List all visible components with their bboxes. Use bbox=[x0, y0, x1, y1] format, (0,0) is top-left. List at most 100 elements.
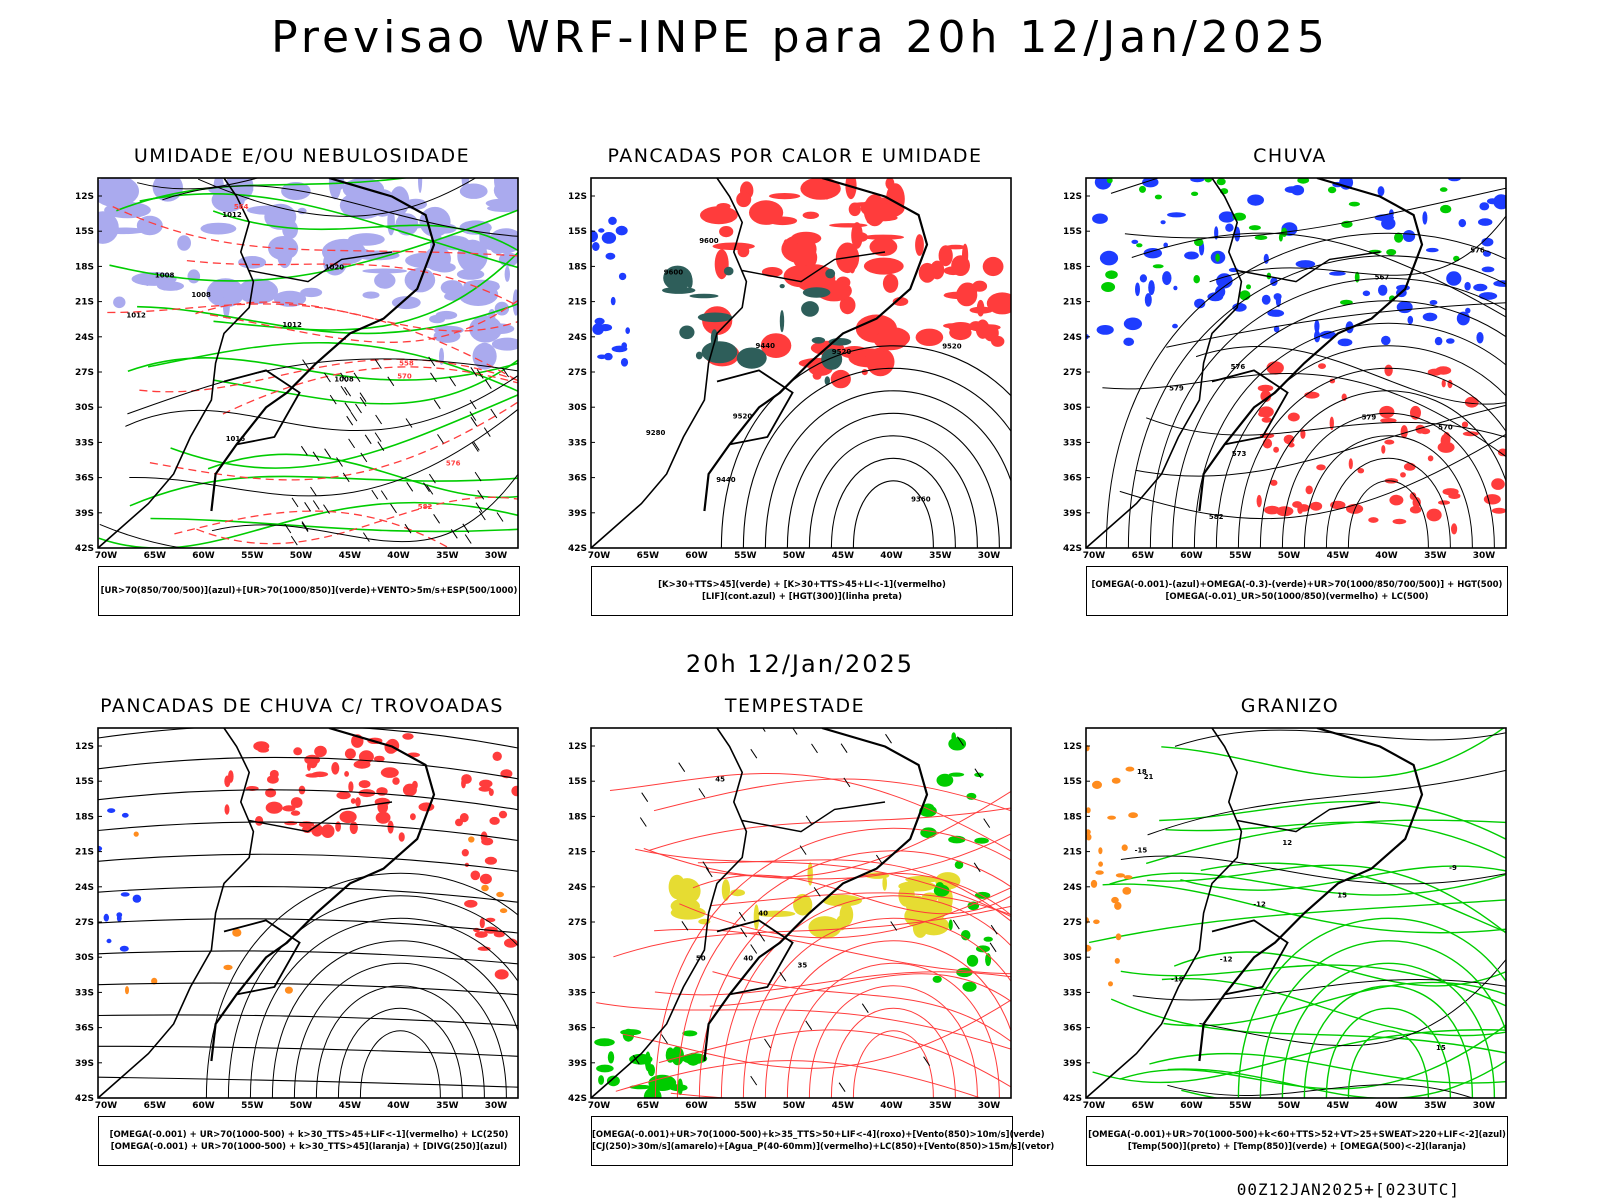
shade-blob bbox=[882, 273, 899, 293]
shade-blob bbox=[1184, 251, 1199, 260]
legend-line: [OMEGA(-0.001)-(azul)+OMEGA(-0.3)-(verde… bbox=[1091, 580, 1503, 590]
shade-blob bbox=[308, 756, 318, 769]
uruguay-border bbox=[223, 919, 301, 996]
lon-tick-label: 35W bbox=[929, 1101, 952, 1111]
shade-blob bbox=[1348, 201, 1360, 207]
shade-blob bbox=[113, 296, 126, 309]
contour-label: 573 bbox=[1232, 450, 1247, 458]
shade-blob bbox=[429, 223, 457, 234]
wind-vector bbox=[750, 748, 758, 759]
wind-vector bbox=[426, 485, 434, 495]
shade-blob bbox=[760, 333, 792, 358]
contour-line bbox=[1325, 1007, 1452, 1098]
shade-blob bbox=[1348, 458, 1353, 470]
shade-blob bbox=[1144, 293, 1152, 307]
shade-blob bbox=[322, 238, 366, 265]
contour-line bbox=[1325, 457, 1451, 548]
contour-line bbox=[359, 1030, 441, 1098]
shade-blob bbox=[238, 256, 267, 269]
contour-label: 570 bbox=[1438, 423, 1453, 431]
contour-label: 1008 bbox=[334, 376, 354, 384]
contour-label: 9520 bbox=[942, 343, 962, 351]
shade-blob bbox=[1300, 429, 1306, 439]
shade-blob bbox=[598, 228, 605, 233]
shade-blob bbox=[1261, 294, 1271, 305]
shade-blob bbox=[224, 804, 230, 815]
wind-vector bbox=[374, 359, 382, 369]
wind-vector bbox=[470, 416, 478, 427]
wind-vector bbox=[469, 411, 477, 421]
contour-line bbox=[337, 1007, 463, 1098]
shade-blob bbox=[736, 347, 767, 369]
shade-blob bbox=[866, 218, 872, 224]
shade-blob bbox=[1362, 290, 1371, 297]
shade-blob bbox=[265, 801, 283, 814]
contour-line bbox=[712, 971, 1011, 1042]
shade-blob bbox=[1273, 293, 1282, 301]
shade-blob bbox=[1337, 338, 1353, 347]
shade-blob bbox=[1114, 901, 1122, 910]
shade-blob bbox=[232, 928, 242, 937]
country-border bbox=[1086, 178, 1243, 548]
shade-blob bbox=[1139, 274, 1147, 283]
lat-tick-label: 12S bbox=[75, 192, 94, 202]
contour-line bbox=[852, 1030, 934, 1098]
wind-vector bbox=[404, 523, 412, 534]
shade-blob bbox=[472, 342, 497, 370]
shade-blob bbox=[1115, 933, 1122, 941]
lat-tick-label: 36S bbox=[75, 474, 94, 484]
shade-blob bbox=[1266, 361, 1284, 375]
shade-blob bbox=[121, 812, 129, 818]
shade-blob bbox=[1381, 335, 1391, 346]
shade-blob bbox=[481, 837, 494, 846]
shade-blob bbox=[1420, 428, 1431, 435]
shade-blob bbox=[615, 225, 628, 236]
shade-blob bbox=[1173, 285, 1178, 291]
uruguay-border bbox=[716, 919, 794, 996]
shade-blob bbox=[1239, 290, 1251, 301]
shade-blob bbox=[165, 180, 180, 187]
shade-blob bbox=[439, 347, 444, 365]
shade-blob bbox=[935, 882, 945, 892]
shade-blob bbox=[1225, 223, 1234, 232]
lon-tick-label: 60W bbox=[685, 1101, 708, 1111]
wind-vector bbox=[284, 523, 292, 534]
wind-vector bbox=[336, 457, 343, 467]
wind-vector bbox=[290, 535, 298, 546]
lon-tick-label: 50W bbox=[783, 551, 806, 561]
lat-tick-label: 30S bbox=[568, 403, 587, 413]
shade-blob bbox=[1403, 462, 1416, 471]
shade-blob bbox=[392, 777, 400, 785]
wind-vector bbox=[430, 372, 437, 383]
shade-blob bbox=[1125, 318, 1130, 328]
shade-blob bbox=[98, 211, 119, 244]
contour-label: -9 bbox=[1449, 864, 1457, 872]
contour-label: 579 bbox=[1362, 414, 1377, 422]
shade-blob bbox=[1258, 411, 1267, 417]
shade-blob bbox=[331, 762, 340, 775]
contour-line bbox=[654, 828, 1011, 1098]
shade-blob bbox=[349, 821, 358, 835]
shade-blob bbox=[119, 945, 129, 952]
lon-tick-label: 40W bbox=[880, 1101, 903, 1111]
shade-blob bbox=[948, 919, 953, 931]
shade-blob bbox=[755, 910, 796, 917]
contour-line bbox=[698, 872, 1011, 1098]
shade-blob bbox=[625, 327, 630, 334]
contour-label: 9440 bbox=[756, 342, 776, 350]
contour-line bbox=[708, 833, 1011, 880]
shade-blob bbox=[782, 239, 789, 257]
shade-blob bbox=[892, 297, 909, 306]
shade-blob bbox=[1329, 271, 1346, 276]
shade-blob bbox=[1107, 815, 1116, 820]
lon-tick-label: 70W bbox=[588, 1101, 611, 1111]
shade-blob bbox=[380, 767, 399, 778]
legend-line: [UR>70(850/700/500)](azul)+[UR>70(1000/8… bbox=[100, 586, 518, 596]
contour-label: 50 bbox=[696, 955, 706, 963]
lon-tick-label: 60W bbox=[192, 1101, 215, 1111]
contour-line bbox=[1109, 872, 1506, 896]
shade-blob bbox=[1368, 517, 1379, 523]
streamline bbox=[98, 789, 518, 811]
wind-vector bbox=[380, 490, 388, 500]
